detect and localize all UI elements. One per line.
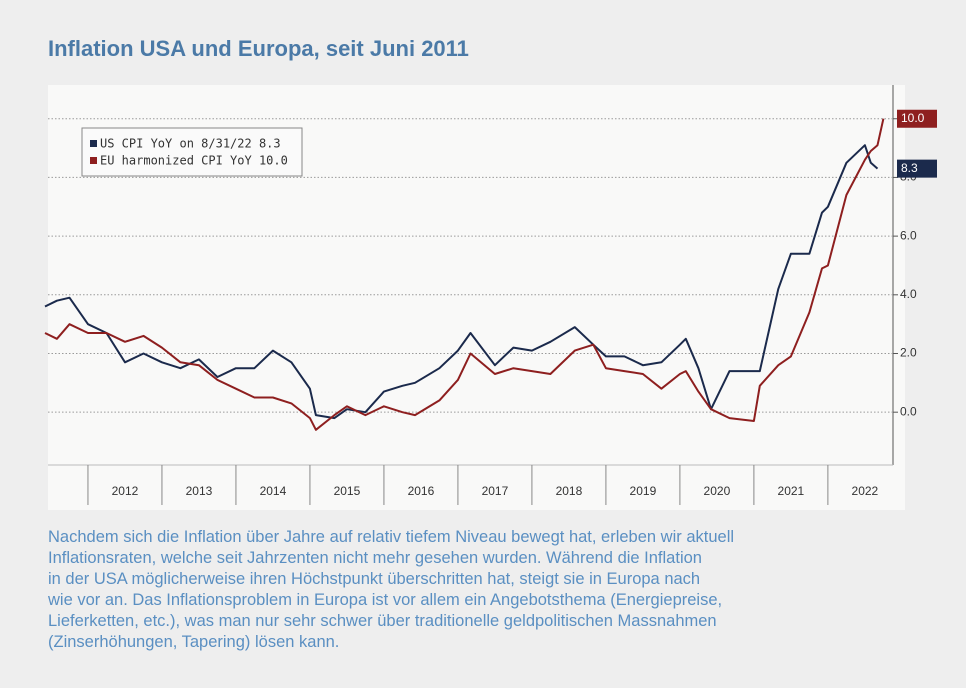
x-tick-label: 2021 — [778, 484, 805, 498]
x-tick-label: 2012 — [112, 484, 139, 498]
x-tick-label: 2022 — [852, 484, 879, 498]
y-tick-label: 6.0 — [900, 228, 917, 242]
y-tick-label: 0.0 — [900, 404, 917, 418]
x-tick-label: 2018 — [556, 484, 583, 498]
x-tick-label: 2019 — [630, 484, 657, 498]
x-tick-label: 2017 — [482, 484, 509, 498]
x-tick-label: 2014 — [260, 484, 287, 498]
title: Inflation USA und Europa, seit Juni 2011 — [48, 36, 469, 61]
legend-swatch — [90, 157, 97, 164]
legend-label: US CPI YoY on 8/31/22 8.3 — [100, 137, 281, 151]
end-label-box — [897, 159, 937, 178]
legend-label: EU harmonized CPI YoY 10.0 — [100, 154, 288, 168]
caption-line: in der USA möglicherweise ihren Höchstpu… — [48, 570, 701, 588]
legend-swatch — [90, 140, 97, 147]
legend-box — [81, 127, 303, 177]
x-tick-label: 2016 — [408, 484, 435, 498]
caption-line: Lieferketten, etc.), was man nur sehr sc… — [48, 612, 717, 630]
y-tick-label: 2.0 — [900, 346, 917, 360]
caption-line: (Zinserhöhungen, Tapering) lösen kann. — [48, 633, 340, 651]
caption-line: Nachdem sich die Inflation über Jahre au… — [48, 528, 735, 546]
caption-line: Inflationsraten, welche seit Jahrzenten … — [48, 549, 702, 567]
caption: Nachdem sich die Inflation über Jahre au… — [48, 527, 734, 653]
end-label-box — [897, 109, 937, 128]
legend: US CPI YoY on 8/31/22 8.3 EU harmonized C… — [81, 127, 303, 177]
end-label: 8.3 — [901, 161, 918, 175]
end-label: 10.0 — [901, 111, 925, 125]
series-line — [44, 118, 885, 431]
x-tick-label: 2020 — [704, 484, 731, 498]
caption-line: wie vor an. Das Inflationsproblem in Eur… — [48, 591, 723, 609]
y-tick-label: 4.0 — [900, 287, 917, 301]
x-tick-label: 2015 — [334, 484, 361, 498]
x-tick-label: 2013 — [186, 484, 213, 498]
